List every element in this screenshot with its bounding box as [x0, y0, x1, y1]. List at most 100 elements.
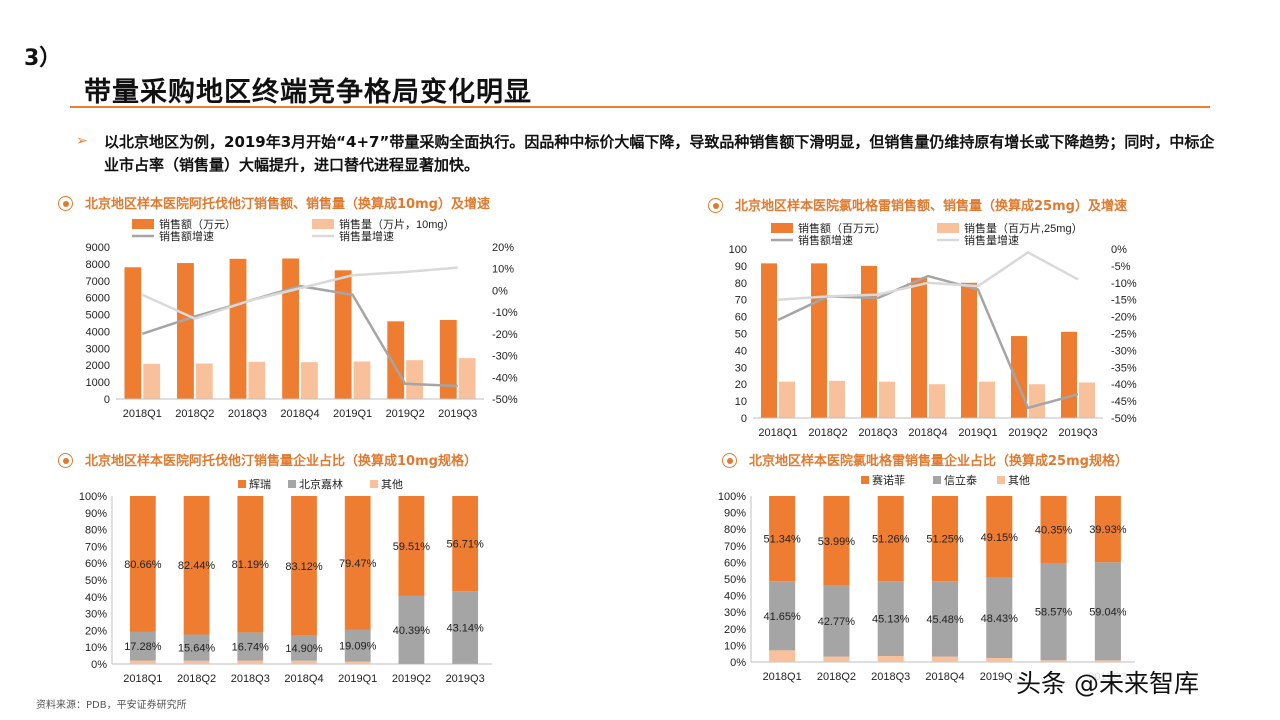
data-label: 45.13%: [872, 614, 910, 626]
x-tick-label: 2018Q3: [228, 408, 267, 420]
bar-sales-amount: [124, 267, 142, 399]
y-left-tick-label: 50: [735, 329, 747, 341]
stacked-bar-segment: [823, 656, 850, 662]
bar-sales-amount: [911, 277, 927, 418]
stacked-bar-segment: [452, 591, 479, 664]
stacked-bar-segment: [398, 595, 425, 664]
chart-atorvastatin-sales: 0 1000 2000 3000 4000 5000 6000 7000 8000 9000 -50…: [86, 217, 518, 420]
stacked-bar-segment: [1040, 562, 1067, 661]
legend-label: 其他: [1008, 474, 1030, 487]
y-tick-label: 30%: [724, 607, 746, 619]
data-label: 80.66%: [124, 559, 162, 571]
stacked-bar-segment: [344, 629, 371, 662]
target-bullet-icon: [708, 198, 723, 213]
chart-clopidogrel-sales: 0 10 20 30 40 50 60 70 80 90 100 -50% -45% -40% -35% -3…: [729, 221, 1137, 439]
y-tick-label: 0%: [91, 659, 107, 671]
y-right-tick-label: -20%: [492, 329, 518, 341]
y-tick-label: 100%: [718, 491, 746, 503]
x-tick-label: 2018Q1: [123, 673, 162, 685]
stacked-bar-segment: [452, 496, 479, 592]
stacked-bar-segment: [877, 656, 904, 662]
legend-swatch: [288, 480, 296, 488]
y-left-tick-label: 6000: [86, 293, 110, 305]
line-sales-amount-growth: [141, 284, 458, 388]
legend-swatch: [997, 476, 1005, 484]
y-left-tick-label: 20: [735, 379, 747, 391]
y-left-tick-label: 8000: [86, 259, 110, 271]
y-tick-label: 70%: [724, 541, 746, 553]
x-tick-label: 2018Q2: [177, 673, 216, 685]
y-right-tick-label: 0%: [1111, 244, 1127, 256]
y-right-tick-label: -10%: [492, 307, 518, 319]
bar-sales-amount: [961, 282, 977, 418]
stacked-bar-segment: [344, 496, 371, 630]
data-label: 16.74%: [232, 641, 270, 653]
data-label: 43.14%: [446, 623, 484, 635]
watermark: 头条 @未来智库: [1012, 664, 1203, 700]
x-tick-label: 2019Q1: [338, 673, 377, 685]
y-tick-label: 50%: [724, 574, 746, 586]
chart3-title-text: 北京地区样本医院阿托伐他汀销售量企业占比（换算成10mg规格）: [85, 454, 477, 469]
y-tick-label: 90%: [85, 508, 107, 520]
bar-sales-volume: [143, 363, 161, 399]
stacked-bar-segment: [931, 496, 959, 582]
x-tick-label: 2018Q4: [284, 673, 323, 685]
legend-label: 销售额增速: [798, 233, 853, 247]
data-label: 83.12%: [285, 561, 323, 573]
bar-sales-amount: [811, 263, 827, 418]
arrow-bullet-icon: ➢: [76, 133, 88, 149]
title-divider: [70, 106, 1210, 108]
data-label: 14.90%: [285, 643, 323, 655]
stacked-bar-segment: [1040, 496, 1067, 563]
x-tick-label: 2018Q1: [123, 408, 162, 420]
y-tick-label: 100%: [79, 491, 107, 503]
data-label: 49.15%: [981, 532, 1019, 544]
x-tick-label: 2018Q2: [817, 671, 856, 683]
bar-sales-volume: [829, 380, 845, 418]
y-left-tick-label: 2000: [86, 360, 110, 372]
legend-swatch: [312, 219, 334, 229]
y-right-tick-label: -5%: [1111, 261, 1131, 273]
legend-label: 销售额增速: [159, 229, 214, 243]
stacked-bar-segment: [931, 581, 959, 657]
y-tick-label: 80%: [85, 525, 107, 537]
x-tick-label: 2019Q1: [333, 408, 372, 420]
x-tick-label: 2019Q3: [446, 673, 485, 685]
data-label: 59.04%: [1089, 606, 1127, 618]
x-tick-label: 2018Q3: [871, 671, 910, 683]
y-right-tick-label: -35%: [1111, 362, 1137, 374]
stacked-bar-segment: [931, 656, 959, 662]
stacked-bar-segment: [183, 496, 210, 635]
y-tick-label: 10%: [724, 640, 746, 652]
legend-label: 其他: [381, 478, 403, 491]
x-tick-label: 2018Q2: [175, 408, 214, 420]
chart3-title: 北京地区样本医院阿托伐他汀销售量企业占比（换算成10mg规格）: [58, 450, 477, 469]
y-left-tick-label: 7000: [86, 276, 110, 288]
stacked-bar-segment: [1094, 496, 1121, 563]
y-tick-label: 40%: [724, 591, 746, 603]
y-tick-label: 60%: [724, 557, 746, 569]
y-left-tick-label: 1000: [86, 377, 110, 389]
bar-sales-volume: [406, 360, 423, 399]
stacked-bar-segment: [291, 496, 317, 636]
data-label: 81.19%: [232, 559, 270, 571]
stacked-bar-segment: [823, 585, 850, 657]
data-label: 58.57%: [1035, 607, 1073, 619]
stacked-bar-segment: [823, 496, 850, 586]
source-note: 资料来源：PDB，平安证券研究所: [36, 700, 187, 711]
stacked-bar-segment: [986, 577, 1013, 658]
x-tick-label: 2019Q3: [438, 408, 477, 420]
chart2-title: 北京地区样本医院氯吡格雷销售额、销售量（换算成25mg）及增速: [708, 195, 1127, 214]
bar-sales-amount: [177, 263, 194, 399]
legend-label: 销售额（万元）: [159, 217, 236, 231]
bar-sales-amount: [1011, 336, 1027, 418]
y-right-tick-label: -10%: [1111, 278, 1137, 290]
x-tick-label: 2019Q1: [958, 427, 997, 439]
stacked-bar-segment: [129, 631, 156, 661]
legend-label: 赛诺菲: [872, 473, 905, 487]
bar-sales-amount: [861, 265, 877, 418]
bar-sales-amount: [439, 319, 457, 399]
y-right-tick-label: 20%: [492, 242, 514, 254]
data-label: 41.65%: [763, 611, 801, 623]
x-tick-label: 2018Q2: [808, 427, 847, 439]
